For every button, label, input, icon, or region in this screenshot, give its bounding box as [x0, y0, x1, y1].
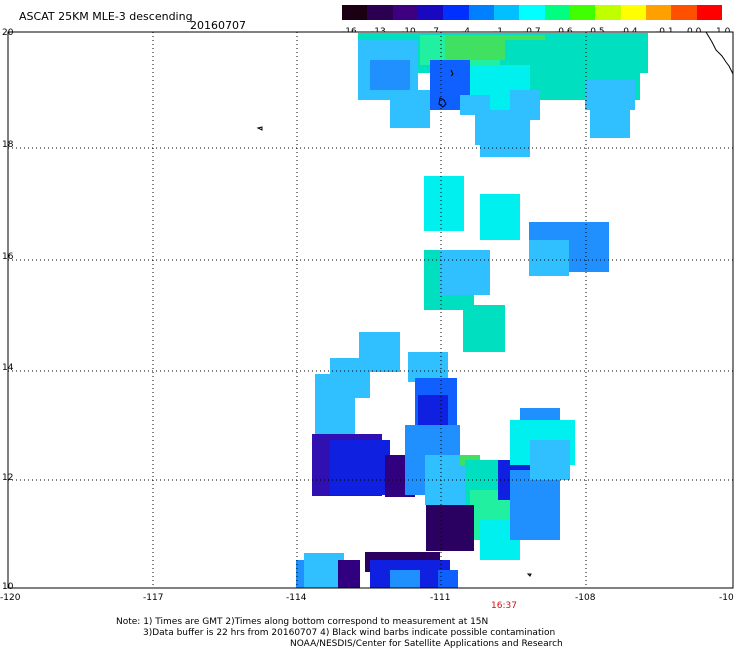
colorbar-swatch	[519, 5, 545, 20]
wind-swaths	[296, 33, 648, 588]
lat-label-14: 14	[2, 363, 14, 373]
lon-label-111w: -111	[430, 593, 451, 603]
swath-cell	[510, 90, 540, 120]
colorbar-swatch	[493, 5, 520, 20]
note-line-1: Note: 1) Times are GMT 2)Times along bot…	[116, 617, 489, 627]
swath-cell	[530, 440, 570, 480]
swath-cell	[304, 553, 344, 588]
swath-cell	[426, 505, 474, 551]
colorbar-swatch	[392, 5, 418, 20]
pass-time-label: 16:37	[491, 601, 517, 611]
colorbar	[342, 5, 722, 20]
lat-label-12: 12	[2, 473, 14, 483]
colorbar-swatch	[342, 5, 368, 20]
colorbar-swatch	[367, 5, 393, 20]
colorbar-swatch	[417, 5, 444, 20]
swath-cell	[480, 194, 520, 240]
lat-label-16: 16	[2, 252, 14, 262]
swath-cell	[338, 560, 360, 588]
lon-label-117w: -117	[143, 593, 164, 603]
swath-cell	[463, 305, 505, 352]
swath-cell	[480, 135, 530, 157]
colorbar-swatch	[468, 5, 494, 20]
colorbar-swatch	[443, 5, 469, 20]
lon-label-120w: -120	[0, 593, 21, 603]
swath-cell	[529, 240, 569, 276]
lon-label-105w: -10	[719, 593, 734, 603]
colorbar-swatch	[595, 5, 621, 20]
swath-cell	[330, 440, 390, 495]
colorbar-swatch	[544, 5, 570, 20]
colorbar-swatch	[671, 5, 697, 20]
swath-cell	[424, 176, 464, 231]
swath-cell	[590, 100, 630, 138]
graticule	[8, 32, 733, 588]
map-frame	[7, 31, 734, 589]
swath-cell	[296, 560, 306, 588]
swath-cell	[390, 570, 420, 588]
colorbar-swatch	[620, 5, 646, 20]
swath-cell	[315, 374, 355, 434]
swath-cell	[408, 352, 448, 382]
colorbar-swatch	[645, 5, 672, 20]
swath-cell	[510, 470, 560, 540]
lon-label-108w: -108	[575, 593, 596, 603]
lat-label-18: 18	[2, 140, 14, 150]
lat-label-10: 10	[2, 582, 14, 592]
chart-title: ASCAT 25KM MLE-3 descending	[19, 10, 193, 23]
note-line-2: 3)Data buffer is 22 hrs from 20160707 4)…	[143, 628, 556, 638]
colorbar-swatch	[696, 5, 722, 20]
colorbar-swatch	[569, 5, 596, 20]
swath-cell	[370, 60, 410, 90]
lat-label-20: 20	[2, 28, 14, 38]
lon-label-114w: -114	[286, 593, 307, 603]
swath-cell	[438, 570, 458, 588]
coastline	[256, 31, 734, 577]
swath-cell	[390, 90, 430, 128]
chart-date: 20160707	[190, 19, 246, 32]
swath-cell	[440, 250, 490, 295]
note-line-3: NOAA/NESDIS/Center for Satellite Applica…	[290, 639, 563, 649]
